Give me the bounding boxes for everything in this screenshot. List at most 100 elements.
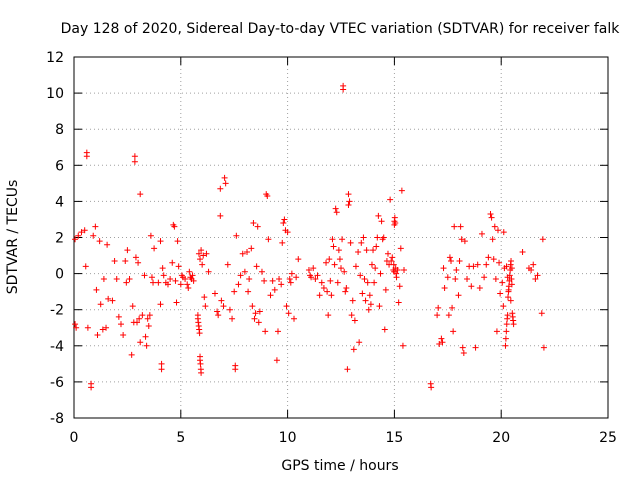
data-point: [73, 324, 80, 331]
data-point: [445, 312, 452, 319]
y-tick-label: 2: [55, 231, 64, 247]
data-point: [456, 257, 463, 264]
data-point: [291, 315, 298, 322]
data-point: [185, 285, 192, 292]
data-point: [327, 277, 334, 284]
data-point: [189, 272, 196, 279]
data-point: [241, 268, 248, 275]
data-point: [333, 209, 340, 216]
y-tick-label: 10: [46, 86, 64, 102]
data-point: [328, 292, 335, 299]
data-point: [508, 276, 515, 283]
data-point: [507, 297, 514, 304]
data-point: [401, 266, 408, 273]
data-point: [249, 303, 256, 310]
data-point: [246, 276, 253, 283]
data-point: [450, 328, 457, 335]
data-point: [104, 241, 111, 248]
data-point: [217, 212, 224, 219]
data-point: [293, 274, 300, 281]
x-tick-label: 5: [176, 430, 185, 446]
data-point: [436, 340, 443, 347]
data-point: [481, 274, 488, 281]
data-point: [503, 328, 510, 335]
data-point: [371, 279, 378, 286]
data-point: [132, 254, 139, 261]
data-point: [233, 232, 240, 239]
data-point: [464, 276, 471, 283]
data-point: [320, 285, 327, 292]
data-point: [131, 153, 138, 160]
data-point: [439, 339, 446, 346]
data-point: [349, 297, 356, 304]
data-point: [490, 256, 497, 263]
data-point: [284, 229, 291, 236]
data-point: [374, 234, 381, 241]
data-point: [151, 245, 158, 252]
data-point: [448, 257, 455, 264]
data-point: [503, 321, 510, 328]
data-point: [336, 256, 343, 263]
data-point: [92, 223, 99, 230]
x-tick-label: 25: [599, 430, 617, 446]
data-point: [494, 227, 501, 234]
data-point: [82, 263, 89, 270]
data-point: [458, 236, 465, 243]
data-point: [346, 198, 353, 205]
data-point: [148, 274, 155, 281]
data-point: [538, 310, 545, 317]
data-point: [283, 303, 290, 310]
data-point: [211, 290, 218, 297]
data-point: [335, 247, 342, 254]
data-point: [197, 360, 204, 367]
data-point: [134, 319, 141, 326]
data-point: [499, 279, 506, 286]
data-point: [435, 304, 442, 311]
data-point: [199, 261, 206, 268]
x-tick-label: 15: [385, 430, 403, 446]
data-point: [255, 319, 262, 326]
data-point: [258, 268, 265, 275]
data-point: [135, 259, 142, 266]
data-point: [262, 328, 269, 335]
data-point: [235, 281, 242, 288]
data-point: [497, 290, 504, 297]
data-point: [345, 202, 352, 209]
data-point: [387, 196, 394, 203]
data-point: [254, 223, 261, 230]
data-point: [366, 292, 373, 299]
data-point: [237, 272, 244, 279]
data-point: [438, 335, 445, 342]
data-point: [316, 292, 323, 299]
data-point: [364, 279, 371, 286]
data-point: [340, 86, 347, 93]
data-point: [508, 257, 515, 264]
data-point: [97, 301, 104, 308]
data-point: [93, 286, 100, 293]
data-point: [345, 191, 352, 198]
y-axis-label: SDTVAR / TECUs: [5, 180, 21, 295]
data-point: [150, 279, 157, 286]
data-point: [388, 257, 395, 264]
y-tick-label: -2: [50, 303, 64, 319]
data-point: [393, 274, 400, 281]
data-point: [503, 263, 510, 270]
data-point: [157, 238, 164, 245]
data-point: [455, 292, 462, 299]
data-point: [78, 229, 85, 236]
data-point: [472, 344, 479, 351]
data-point: [182, 276, 189, 283]
data-point: [395, 299, 402, 306]
data-point: [449, 304, 456, 311]
data-point: [398, 187, 405, 194]
data-point: [357, 272, 364, 279]
data-point: [129, 303, 136, 310]
data-point: [341, 268, 348, 275]
data-point: [157, 301, 164, 308]
data-point: [305, 266, 312, 273]
data-point: [483, 261, 490, 268]
data-point: [491, 223, 498, 230]
data-point: [265, 236, 272, 243]
data-point: [370, 247, 377, 254]
data-point: [202, 303, 209, 310]
